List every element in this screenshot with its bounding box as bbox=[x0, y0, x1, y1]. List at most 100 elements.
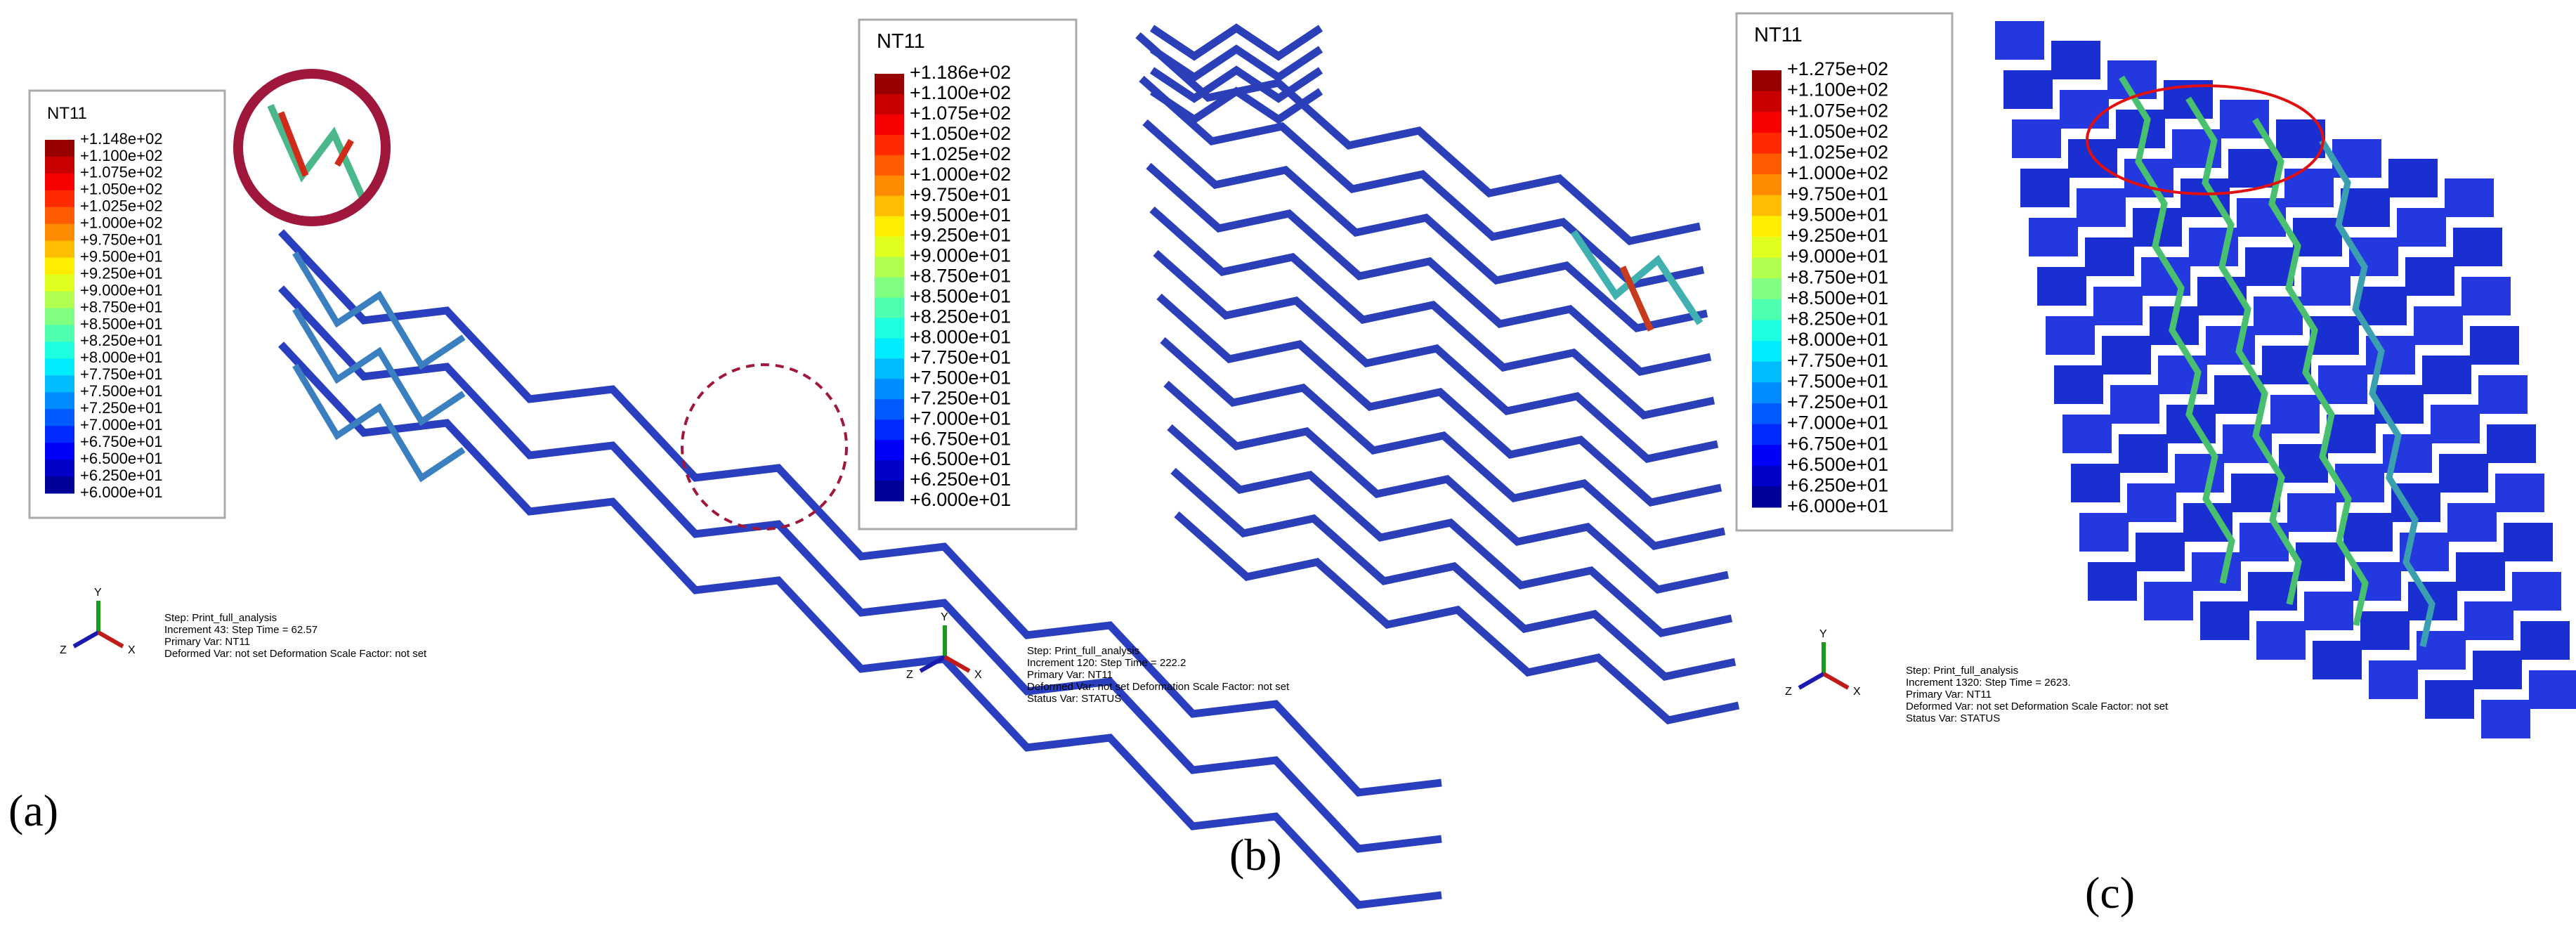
legend-label: +7.750e+01 bbox=[910, 346, 1011, 367]
legend-label: +1.025e+02 bbox=[80, 197, 162, 215]
legend-band bbox=[1752, 112, 1781, 133]
step-info: Increment 120: Step Time = 222.2 bbox=[1027, 657, 1186, 669]
step-info: Step: Print_full_analysis bbox=[1906, 665, 2018, 677]
block bbox=[2029, 218, 2078, 256]
block bbox=[2304, 592, 2353, 630]
strut bbox=[1570, 230, 1704, 325]
legend-band bbox=[1752, 195, 1781, 216]
block bbox=[2318, 365, 2367, 404]
legend-band bbox=[875, 277, 904, 298]
step-info: Deformed Var: not set Deformation Scale … bbox=[1906, 701, 2169, 712]
block bbox=[2313, 641, 2362, 679]
block bbox=[2287, 493, 2336, 532]
block bbox=[2054, 365, 2103, 404]
legend-band bbox=[1752, 132, 1781, 154]
legend-band bbox=[45, 274, 74, 292]
strut bbox=[1149, 44, 1323, 82]
legend-label: +7.750e+01 bbox=[1787, 350, 1888, 371]
legend-label: +6.000e+01 bbox=[910, 489, 1011, 510]
strut bbox=[1167, 424, 1733, 637]
triad-label: Z bbox=[60, 644, 67, 656]
legend-label: +6.250e+01 bbox=[910, 469, 1011, 490]
strut bbox=[1149, 206, 1715, 419]
legend-label: +7.250e+01 bbox=[1787, 391, 1888, 412]
strut bbox=[2252, 117, 2369, 626]
triad-label: Y bbox=[941, 611, 948, 623]
block bbox=[2037, 267, 2086, 306]
strut bbox=[1149, 65, 1323, 103]
legend-band bbox=[1752, 445, 1781, 467]
legend-label: +6.000e+01 bbox=[80, 483, 162, 501]
legend-label: +9.250e+01 bbox=[910, 225, 1011, 246]
block bbox=[2093, 287, 2143, 325]
legend-label: +1.000e+02 bbox=[1787, 162, 1888, 183]
legend-label: +1.050e+02 bbox=[910, 123, 1011, 144]
dashed-circle bbox=[681, 363, 848, 530]
legend-band bbox=[1752, 465, 1781, 487]
strut bbox=[2319, 138, 2436, 647]
block bbox=[2276, 119, 2325, 158]
block bbox=[2192, 552, 2241, 591]
triad-axis bbox=[97, 630, 124, 649]
legend-band bbox=[875, 216, 904, 237]
legend-band bbox=[1752, 382, 1781, 404]
legend-label: +6.500e+01 bbox=[1787, 454, 1888, 475]
legend-label: +8.750e+01 bbox=[1787, 266, 1888, 287]
legend-band bbox=[875, 256, 904, 278]
legend-band bbox=[875, 74, 904, 95]
step-info: Primary Var: NT11 bbox=[1027, 669, 1113, 681]
block bbox=[2388, 159, 2438, 197]
strut bbox=[1146, 162, 1712, 376]
block bbox=[2293, 218, 2342, 256]
legend-label: +6.500e+01 bbox=[80, 450, 162, 467]
legend-label: +9.500e+01 bbox=[910, 204, 1011, 226]
legend-band bbox=[875, 195, 904, 217]
block bbox=[2245, 247, 2294, 286]
step-info: Deformed Var: not set Deformation Scale … bbox=[1027, 681, 1290, 693]
legend-label: +7.250e+01 bbox=[910, 387, 1011, 408]
models bbox=[267, 21, 2576, 909]
block bbox=[2439, 454, 2488, 493]
legend-label: +1.025e+02 bbox=[1787, 142, 1888, 163]
legend-label: +1.186e+02 bbox=[910, 62, 1011, 83]
block bbox=[2270, 395, 2320, 434]
legend-band bbox=[1752, 70, 1781, 92]
hot-strut bbox=[334, 138, 354, 167]
block bbox=[2088, 562, 2137, 601]
legend-band bbox=[1752, 341, 1781, 363]
legend-band bbox=[1752, 486, 1781, 508]
step-info: Primary Var: NT11 bbox=[164, 636, 250, 648]
block bbox=[2279, 444, 2328, 483]
block bbox=[2445, 178, 2494, 217]
legend-label: +1.000e+02 bbox=[910, 164, 1011, 185]
block bbox=[2529, 670, 2576, 709]
legend-label: +6.250e+01 bbox=[1787, 475, 1888, 496]
triad-label: Z bbox=[1785, 686, 1792, 698]
legend-band bbox=[45, 207, 74, 225]
strut bbox=[1174, 511, 1740, 724]
triad-label: X bbox=[974, 669, 982, 681]
legend-label: +1.050e+02 bbox=[80, 181, 162, 198]
legend-label: +9.250e+01 bbox=[1787, 225, 1888, 246]
block bbox=[2256, 621, 2306, 660]
block bbox=[2512, 572, 2561, 611]
triad-label: X bbox=[128, 644, 136, 656]
legend-band bbox=[875, 419, 904, 441]
strut bbox=[277, 341, 1442, 909]
legend-band bbox=[875, 399, 904, 420]
legend-label: +8.000e+01 bbox=[910, 327, 1011, 348]
legend-label: +8.500e+01 bbox=[1787, 287, 1888, 308]
legend-band bbox=[1752, 91, 1781, 112]
block bbox=[1995, 21, 2044, 60]
triad-label: Z bbox=[906, 669, 913, 681]
block bbox=[2231, 474, 2280, 512]
legend-label: +1.100e+02 bbox=[80, 147, 162, 164]
strut bbox=[292, 363, 466, 483]
block bbox=[2127, 483, 2176, 522]
legend-band bbox=[1752, 361, 1781, 383]
strut bbox=[1149, 86, 1323, 124]
legend-band bbox=[875, 358, 904, 379]
legend-label: +7.000e+01 bbox=[80, 416, 162, 434]
block bbox=[2012, 119, 2061, 158]
block bbox=[2405, 257, 2454, 296]
